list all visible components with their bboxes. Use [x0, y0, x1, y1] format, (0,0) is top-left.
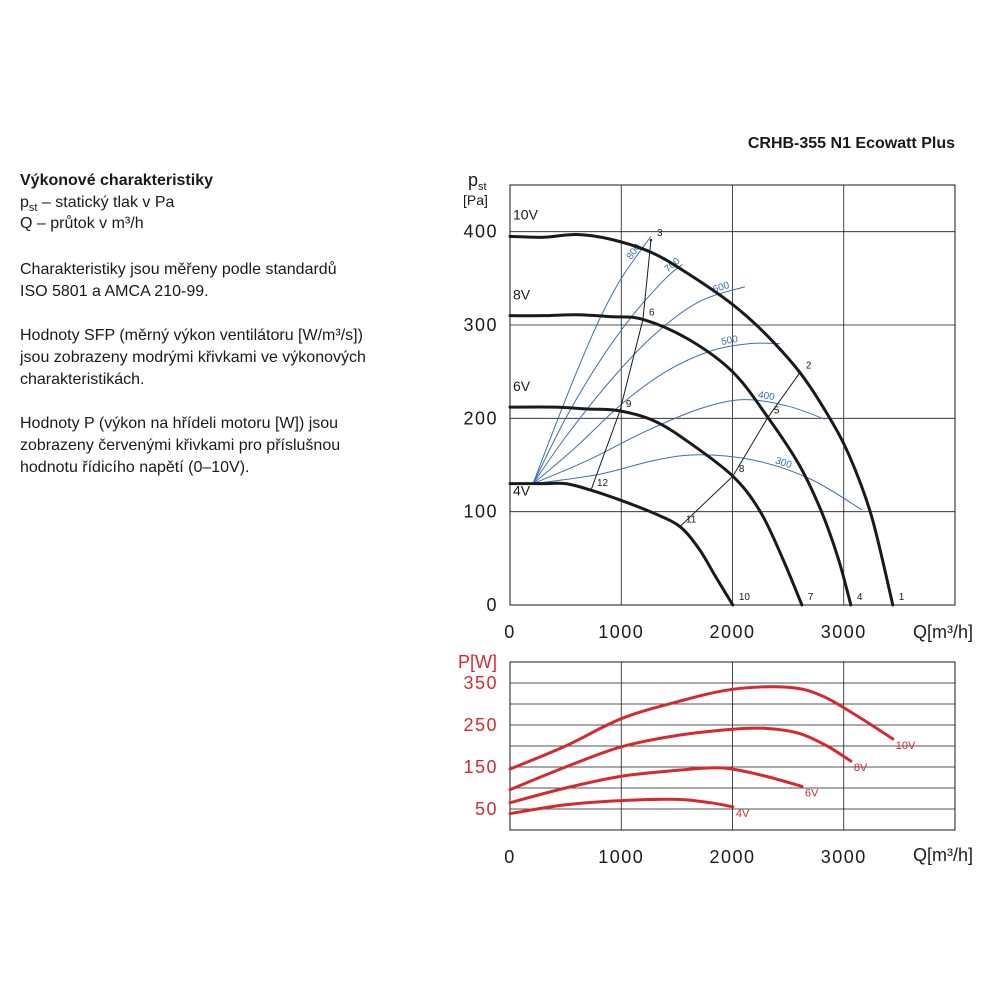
- doc-line: Charakteristiky jsou měřeny podle standa…: [20, 261, 337, 278]
- point-label: 12: [597, 478, 609, 489]
- point-label: 1: [899, 592, 905, 603]
- series-line: [508, 797, 735, 816]
- operating-point: [731, 603, 735, 607]
- series-line: [508, 766, 804, 805]
- y-axis-label: P[W]: [458, 652, 497, 672]
- x-tick-label: 0: [504, 622, 516, 642]
- sfp-label: 500: [720, 334, 739, 348]
- x-tick-label: 0: [504, 847, 516, 867]
- y-tick-label: 400: [463, 222, 498, 242]
- operating-point: [798, 371, 802, 374]
- y-tick-label: 0: [486, 595, 498, 615]
- x-tick-label: 1000: [598, 847, 644, 867]
- operating-point: [641, 318, 645, 321]
- series-line: [508, 726, 853, 792]
- operating-point: [766, 416, 770, 419]
- sfp-curve: [532, 236, 652, 484]
- y-axis-unit: [Pa]: [463, 192, 488, 208]
- series-line: [508, 685, 895, 771]
- doc-line: zobrazeny červenými křivkami pro přísluš…: [20, 437, 341, 454]
- y-tick-label: 250: [463, 715, 498, 735]
- doc-line: ISO 5801 a AMCA 210-99.: [20, 283, 209, 300]
- y-axis-label: pst: [468, 170, 487, 193]
- sfp-curve: [532, 263, 683, 484]
- series-label: 10V: [896, 740, 916, 752]
- operating-point: [731, 475, 735, 478]
- y-tick-label: 300: [463, 315, 498, 335]
- series-label: 10V: [513, 206, 539, 222]
- system-line: [679, 372, 801, 527]
- series-line: [508, 405, 804, 607]
- doc-line: charakteristikách.: [20, 371, 145, 388]
- y-tick-label: 150: [463, 757, 498, 777]
- y-tick-label: 350: [463, 673, 498, 693]
- sfp-curve: [532, 286, 746, 484]
- x-axis-label: Q[m³/h]: [913, 622, 973, 642]
- x-tick-label: 3000: [821, 847, 867, 867]
- sfp-label: 400: [757, 390, 776, 403]
- operating-point: [678, 525, 682, 528]
- y-tick-label: 200: [463, 408, 498, 428]
- doc-line: jsou zobrazeny modrými křivkami ve výkon…: [20, 349, 366, 366]
- operating-point: [649, 238, 653, 242]
- series-label: 4V: [513, 483, 531, 499]
- operating-point: [849, 603, 853, 607]
- system-line: [590, 240, 652, 491]
- operating-point: [618, 409, 622, 413]
- series-line: [508, 313, 853, 607]
- series-label: 8V: [854, 762, 868, 774]
- point-label: 8: [739, 464, 745, 475]
- series-line: [508, 481, 735, 607]
- x-tick-label: 2000: [709, 622, 755, 642]
- series-label: 8V: [513, 287, 531, 303]
- y-tick-label: 100: [463, 502, 498, 522]
- point-label: 5: [774, 405, 780, 416]
- series-label: 4V: [736, 808, 750, 820]
- sfp-curve: [532, 342, 780, 485]
- point-label: 4: [857, 592, 863, 603]
- x-tick-label: 2000: [709, 847, 755, 867]
- sfp-label: 300: [774, 455, 794, 471]
- doc-heading: Výkonové charakteristiky: [20, 172, 213, 189]
- series-line: [508, 232, 895, 607]
- sfp-curve: [532, 454, 863, 511]
- sfp-curve: [532, 399, 826, 485]
- x-tick-label: 3000: [821, 622, 867, 642]
- x-axis-label: Q[m³/h]: [913, 845, 973, 865]
- doc-line: pst – statický tlak v Pa: [20, 194, 175, 215]
- point-label: 6: [649, 307, 655, 318]
- point-label: 9: [626, 399, 632, 410]
- doc-line: Q – průtok v m³/h: [20, 215, 144, 232]
- point-label: 2: [806, 361, 812, 372]
- chart-title: CRHB-355 N1 Ecowatt Plus: [748, 135, 955, 152]
- y-tick-label: 50: [475, 799, 498, 819]
- point-label: 3: [657, 228, 663, 239]
- doc-line: hodnotu řídicího napětí (0–10V).: [20, 459, 250, 476]
- doc-line: Hodnoty P (výkon na hřídeli motoru [W]) …: [20, 415, 339, 432]
- operating-point: [800, 603, 804, 607]
- operating-point: [589, 489, 593, 492]
- point-label: 7: [808, 592, 814, 603]
- operating-point: [891, 603, 895, 607]
- x-tick-label: 1000: [598, 622, 644, 642]
- sfp-label: 600: [712, 280, 732, 296]
- point-label: 10: [739, 592, 751, 603]
- series-label: 6V: [805, 787, 819, 799]
- doc-line: Hodnoty SFP (měrný výkon ventilátoru [W/…: [20, 327, 363, 344]
- series-label: 6V: [513, 378, 531, 394]
- point-label: 11: [686, 515, 697, 526]
